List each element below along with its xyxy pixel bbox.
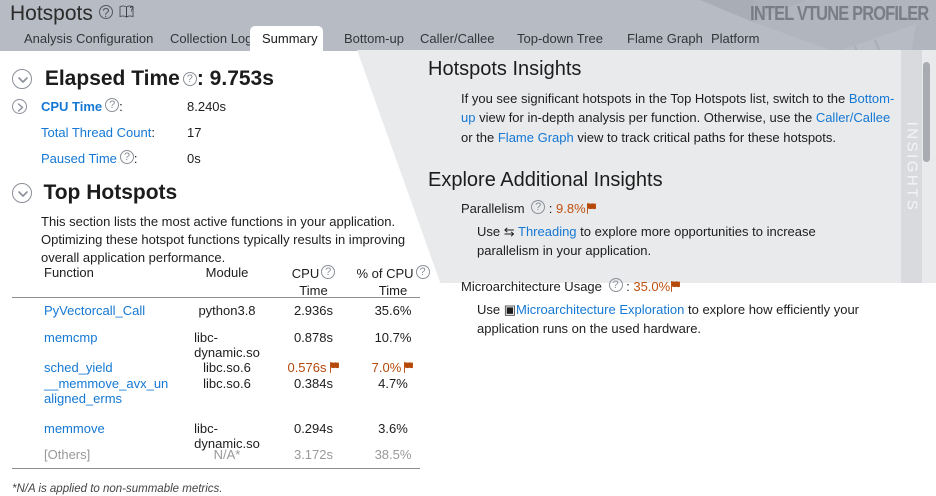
svg-text:?: ? [129, 7, 133, 14]
